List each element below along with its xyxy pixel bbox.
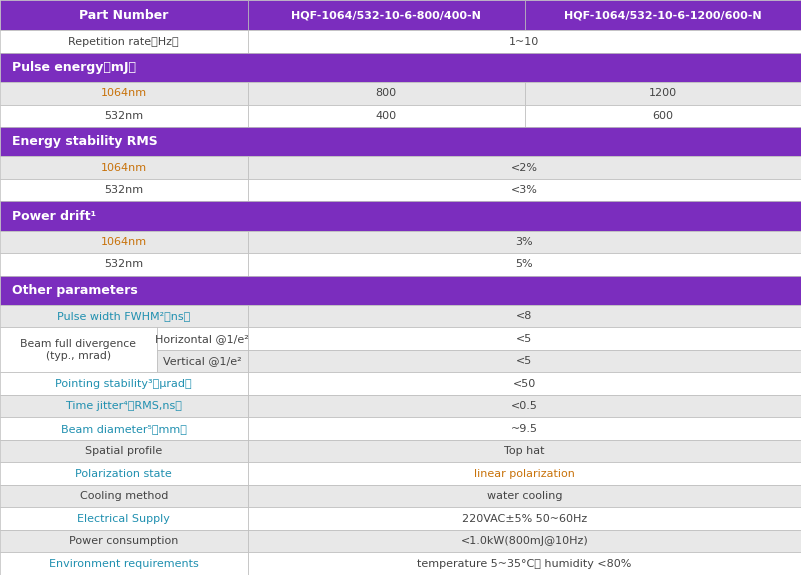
Text: 5%: 5%: [515, 259, 533, 270]
Bar: [0, 373, 248, 395]
Text: linear polarization: linear polarization: [474, 469, 574, 479]
Bar: [0, 127, 801, 156]
Bar: [0, 82, 248, 105]
Text: <5: <5: [516, 334, 533, 344]
Text: HQF-1064/532-10-6-800/400-N: HQF-1064/532-10-6-800/400-N: [291, 10, 481, 20]
Bar: [157, 350, 248, 373]
Text: Top hat: Top hat: [504, 446, 545, 456]
Bar: [248, 417, 801, 440]
Bar: [248, 0, 525, 30]
Bar: [0, 417, 248, 440]
Bar: [248, 440, 801, 462]
Text: <3%: <3%: [511, 185, 537, 195]
Bar: [248, 82, 525, 105]
Bar: [248, 553, 801, 575]
Text: Power drift¹: Power drift¹: [12, 209, 96, 223]
Text: <0.5: <0.5: [511, 401, 537, 411]
Bar: [248, 105, 525, 127]
Text: Pulse width FWHM²（ns）: Pulse width FWHM²（ns）: [57, 311, 191, 321]
Text: 600: 600: [652, 111, 674, 121]
Bar: [525, 0, 801, 30]
Text: 3%: 3%: [515, 237, 533, 247]
Text: Pointing stability³（μrad）: Pointing stability³（μrad）: [55, 379, 192, 389]
Bar: [0, 253, 248, 275]
Bar: [525, 82, 801, 105]
Bar: [0, 105, 248, 127]
Bar: [0, 201, 801, 231]
Bar: [0, 508, 248, 530]
Text: 400: 400: [376, 111, 396, 121]
Text: ~9.5: ~9.5: [511, 424, 537, 434]
Text: <1.0kW(800mJ@10Hz): <1.0kW(800mJ@10Hz): [461, 536, 588, 546]
Text: <8: <8: [516, 311, 533, 321]
Bar: [0, 53, 801, 82]
Text: Vertical @1/e²: Vertical @1/e²: [163, 356, 242, 366]
Bar: [0, 327, 157, 373]
Bar: [0, 462, 248, 485]
Text: 1064nm: 1064nm: [101, 163, 147, 172]
Bar: [248, 327, 801, 350]
Bar: [248, 530, 801, 553]
Bar: [525, 105, 801, 127]
Bar: [248, 156, 801, 179]
Bar: [157, 327, 248, 350]
Bar: [248, 350, 801, 373]
Bar: [248, 231, 801, 253]
Text: 1~10: 1~10: [509, 37, 539, 47]
Bar: [248, 253, 801, 275]
Bar: [0, 179, 248, 201]
Bar: [0, 395, 248, 417]
Bar: [248, 373, 801, 395]
Text: 1200: 1200: [649, 89, 677, 98]
Text: temperature 5~35°C， humidity <80%: temperature 5~35°C， humidity <80%: [417, 559, 631, 569]
Text: Horizontal @1/e²: Horizontal @1/e²: [155, 334, 249, 344]
Text: Repetition rate（Hz）: Repetition rate（Hz）: [68, 37, 179, 47]
Text: 1064nm: 1064nm: [101, 237, 147, 247]
Bar: [0, 30, 248, 53]
Bar: [0, 275, 801, 305]
Bar: [248, 30, 801, 53]
Text: 220VAC±5% 50~60Hz: 220VAC±5% 50~60Hz: [461, 513, 587, 524]
Text: Cooling method: Cooling method: [79, 491, 168, 501]
Text: Energy stability RMS: Energy stability RMS: [12, 135, 158, 148]
Text: water cooling: water cooling: [486, 491, 562, 501]
Bar: [0, 0, 248, 30]
Bar: [0, 485, 248, 508]
Bar: [248, 395, 801, 417]
Bar: [248, 462, 801, 485]
Text: Beam full divergence
(typ., mrad): Beam full divergence (typ., mrad): [21, 339, 136, 361]
Text: Power consumption: Power consumption: [69, 536, 179, 546]
Text: 532nm: 532nm: [104, 259, 143, 270]
Bar: [248, 485, 801, 508]
Text: Other parameters: Other parameters: [12, 284, 138, 297]
Text: 532nm: 532nm: [104, 185, 143, 195]
Bar: [0, 156, 248, 179]
Text: <2%: <2%: [511, 163, 537, 172]
Text: Beam diameter⁵（mm）: Beam diameter⁵（mm）: [61, 424, 187, 434]
Bar: [248, 508, 801, 530]
Text: <5: <5: [516, 356, 533, 366]
Text: <50: <50: [513, 379, 536, 389]
Text: Electrical Supply: Electrical Supply: [78, 513, 170, 524]
Text: 1064nm: 1064nm: [101, 89, 147, 98]
Bar: [248, 305, 801, 327]
Text: Polarization state: Polarization state: [75, 469, 172, 479]
Text: 532nm: 532nm: [104, 111, 143, 121]
Text: Pulse energy（mJ）: Pulse energy（mJ）: [12, 61, 136, 74]
Bar: [248, 179, 801, 201]
Bar: [0, 440, 248, 462]
Bar: [0, 553, 248, 575]
Text: Part Number: Part Number: [79, 9, 168, 22]
Text: HQF-1064/532-10-6-1200/600-N: HQF-1064/532-10-6-1200/600-N: [564, 10, 762, 20]
Text: Environment requirements: Environment requirements: [49, 559, 199, 569]
Text: Spatial profile: Spatial profile: [85, 446, 163, 456]
Text: 800: 800: [376, 89, 396, 98]
Bar: [0, 231, 248, 253]
Bar: [0, 530, 248, 553]
Bar: [0, 305, 248, 327]
Text: Time jitter⁴（RMS,ns）: Time jitter⁴（RMS,ns）: [66, 401, 182, 411]
